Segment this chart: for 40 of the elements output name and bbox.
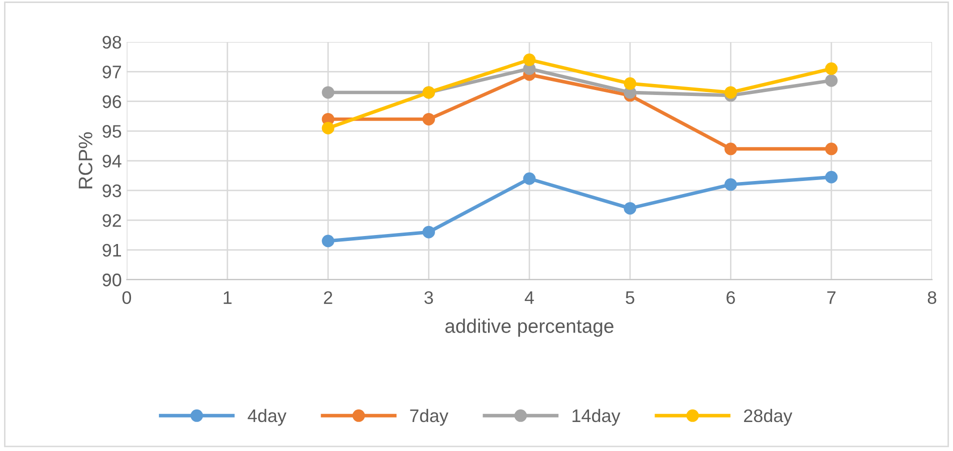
point [322, 86, 334, 99]
point [624, 77, 636, 90]
y-tick-label: 96 [102, 95, 122, 108]
point [825, 142, 838, 156]
x-tick-label: 1 [224, 291, 232, 304]
y-axis-title: RCP% [78, 132, 92, 188]
legend-label: 14day [572, 408, 620, 426]
y-tick-label: 91 [102, 244, 122, 257]
point [523, 54, 536, 66]
y-tick-label: 90 [102, 274, 122, 286]
y-tick-label: 93 [102, 184, 122, 198]
point [724, 86, 737, 99]
x-tick-label: 4 [524, 291, 534, 304]
x-tick-label: 8 [928, 291, 936, 304]
point [825, 170, 838, 184]
x-axis-title: additive percentage [445, 318, 614, 337]
legend-label: 4day [248, 408, 286, 426]
y-tick-label: 95 [102, 125, 122, 138]
y-tick-label: 92 [102, 214, 121, 227]
x-tick-label: 6 [726, 291, 735, 304]
point [724, 178, 737, 191]
y-tick-label: 94 [102, 154, 122, 168]
x-tick-label: 5 [626, 291, 634, 304]
point [825, 62, 838, 75]
point [322, 234, 334, 248]
point [724, 142, 737, 156]
point [422, 112, 435, 126]
x-tick-label: 2 [324, 291, 332, 304]
point [624, 202, 636, 215]
point [523, 172, 536, 185]
y-tick-label: 98 [102, 36, 122, 49]
point [322, 122, 334, 134]
point [825, 74, 838, 87]
legend-label: 28day [744, 408, 792, 426]
point [422, 226, 435, 238]
x-tick-label: 3 [424, 291, 433, 304]
x-tick-label: 0 [122, 291, 132, 304]
y-tick-label: 97 [102, 66, 121, 78]
x-tick-label: 7 [827, 291, 836, 304]
legend-label: 7day [410, 408, 448, 426]
